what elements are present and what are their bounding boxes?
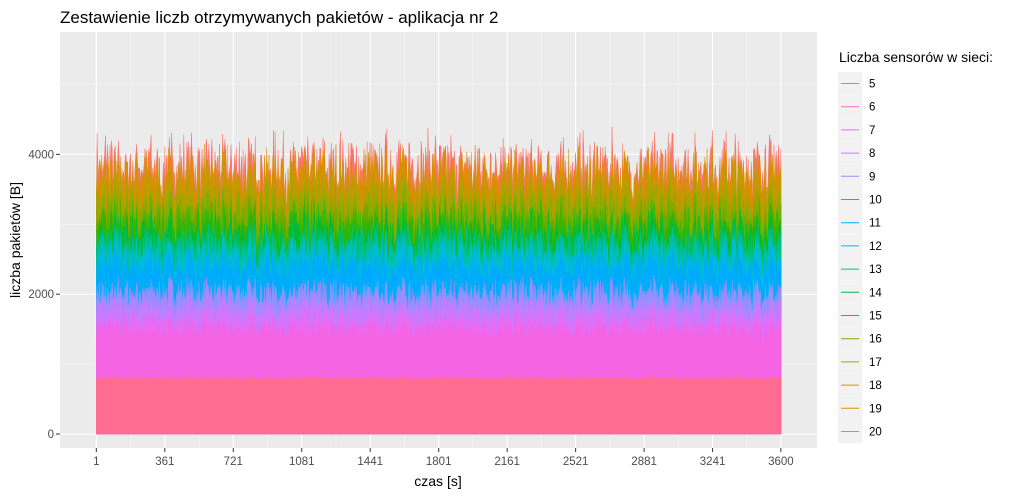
chart-title: Zestawienie liczb otrzymywanych pakietów… (60, 8, 498, 27)
legend-label: 19 (869, 403, 882, 415)
legend-label: 14 (869, 287, 882, 299)
legend-label: 17 (869, 357, 882, 369)
y-tick-label: 2000 (28, 289, 54, 301)
legend-label: 8 (869, 148, 875, 160)
y-tick-label: 0 (48, 429, 54, 441)
x-tick-label: 2881 (631, 456, 657, 468)
x-axis-title: czas [s] (414, 473, 461, 489)
x-tick-label: 1441 (357, 456, 383, 468)
x-tick-label: 721 (224, 456, 243, 468)
y-axis-title: liczba pakietów [B] (7, 182, 23, 298)
x-tick-label: 3241 (700, 456, 726, 468)
legend-label: 13 (869, 264, 882, 276)
x-tick-label: 361 (155, 456, 174, 468)
legend: Liczba sensorów w sieci: 5 6 7 8 9 10 11 12 13 14… (838, 49, 993, 443)
x-tick-label: 2521 (563, 456, 589, 468)
y-tick-label: 4000 (28, 149, 54, 161)
legend-label: 15 (869, 311, 882, 323)
data-series (96, 126, 782, 435)
x-tick-label: 1 (93, 456, 99, 468)
legend-label: 6 (869, 102, 875, 114)
x-axis-ticks: 1 361 721 1081 1441 1801 2161 2521 2881 3241 3600 (93, 448, 794, 468)
legend-label: 5 (869, 79, 875, 91)
series-area-5 (96, 375, 782, 435)
y-axis-ticks: 0 2000 4000 (28, 149, 60, 441)
legend-label: 12 (869, 241, 882, 253)
legend-label: 16 (869, 334, 882, 346)
legend-label: 9 (869, 171, 875, 183)
legend-title: Liczba sensorów w sieci: (839, 49, 993, 65)
legend-label: 11 (869, 218, 881, 230)
x-tick-label: 2161 (494, 456, 520, 468)
legend-label: 10 (869, 195, 882, 207)
x-tick-label: 1801 (426, 456, 452, 468)
x-tick-label: 3600 (768, 456, 794, 468)
legend-label: 18 (869, 380, 882, 392)
legend-label: 20 (869, 427, 882, 439)
x-tick-label: 1081 (289, 456, 315, 468)
legend-label: 7 (869, 125, 875, 137)
